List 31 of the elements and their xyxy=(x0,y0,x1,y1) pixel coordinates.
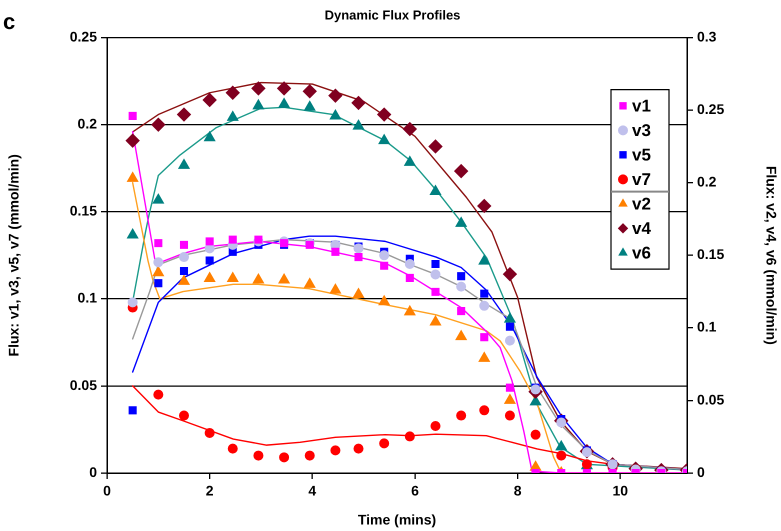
y2-tick-label: 0.05 xyxy=(697,391,724,408)
y-tick-label: 0.2 xyxy=(78,116,98,132)
x-tick-label: 4 xyxy=(308,482,316,498)
y2-tick-label: 0 xyxy=(697,464,705,480)
x-tick-label: 8 xyxy=(514,482,522,498)
chart-title: Dynamic Flux Profiles xyxy=(324,7,460,22)
y-axis-title: Flux: v1, v3, v5, v7 (mmol/min) xyxy=(5,154,22,356)
y2-tick-label: 0.2 xyxy=(697,174,717,190)
legend-label: v7 xyxy=(632,170,651,190)
y-tick-label: 0.25 xyxy=(70,28,98,44)
legend-label: v2 xyxy=(632,194,651,214)
y2-tick-label: 0.3 xyxy=(697,28,717,44)
legend-label: v4 xyxy=(632,219,652,238)
y2-tick-label: 0.25 xyxy=(697,101,724,118)
y2-axis-title: Flux: v2, v4, v6 (mmol/min) xyxy=(764,166,780,345)
y2-tick-label: 0.15 xyxy=(697,246,724,262)
legend-label: v6 xyxy=(632,244,651,263)
x-axis-title: Time (mins) xyxy=(358,511,436,528)
x-tick-label: 0 xyxy=(103,482,112,498)
y-tick-label: 0.1 xyxy=(78,290,98,306)
text: c xyxy=(3,9,16,34)
y-tick-label: 0.05 xyxy=(70,376,98,393)
legend-label: v1 xyxy=(632,96,651,116)
y-tick-label: 0 xyxy=(89,464,98,480)
x-tick-label: 6 xyxy=(411,482,420,498)
x-tick-label: 10 xyxy=(612,482,628,498)
x-tick-label: 2 xyxy=(206,482,214,498)
legend-label: v5 xyxy=(632,146,651,165)
y2-tick-label: 0.1 xyxy=(697,318,717,335)
y-tick-label: 0.15 xyxy=(70,202,98,219)
legend-label: v3 xyxy=(632,121,651,140)
